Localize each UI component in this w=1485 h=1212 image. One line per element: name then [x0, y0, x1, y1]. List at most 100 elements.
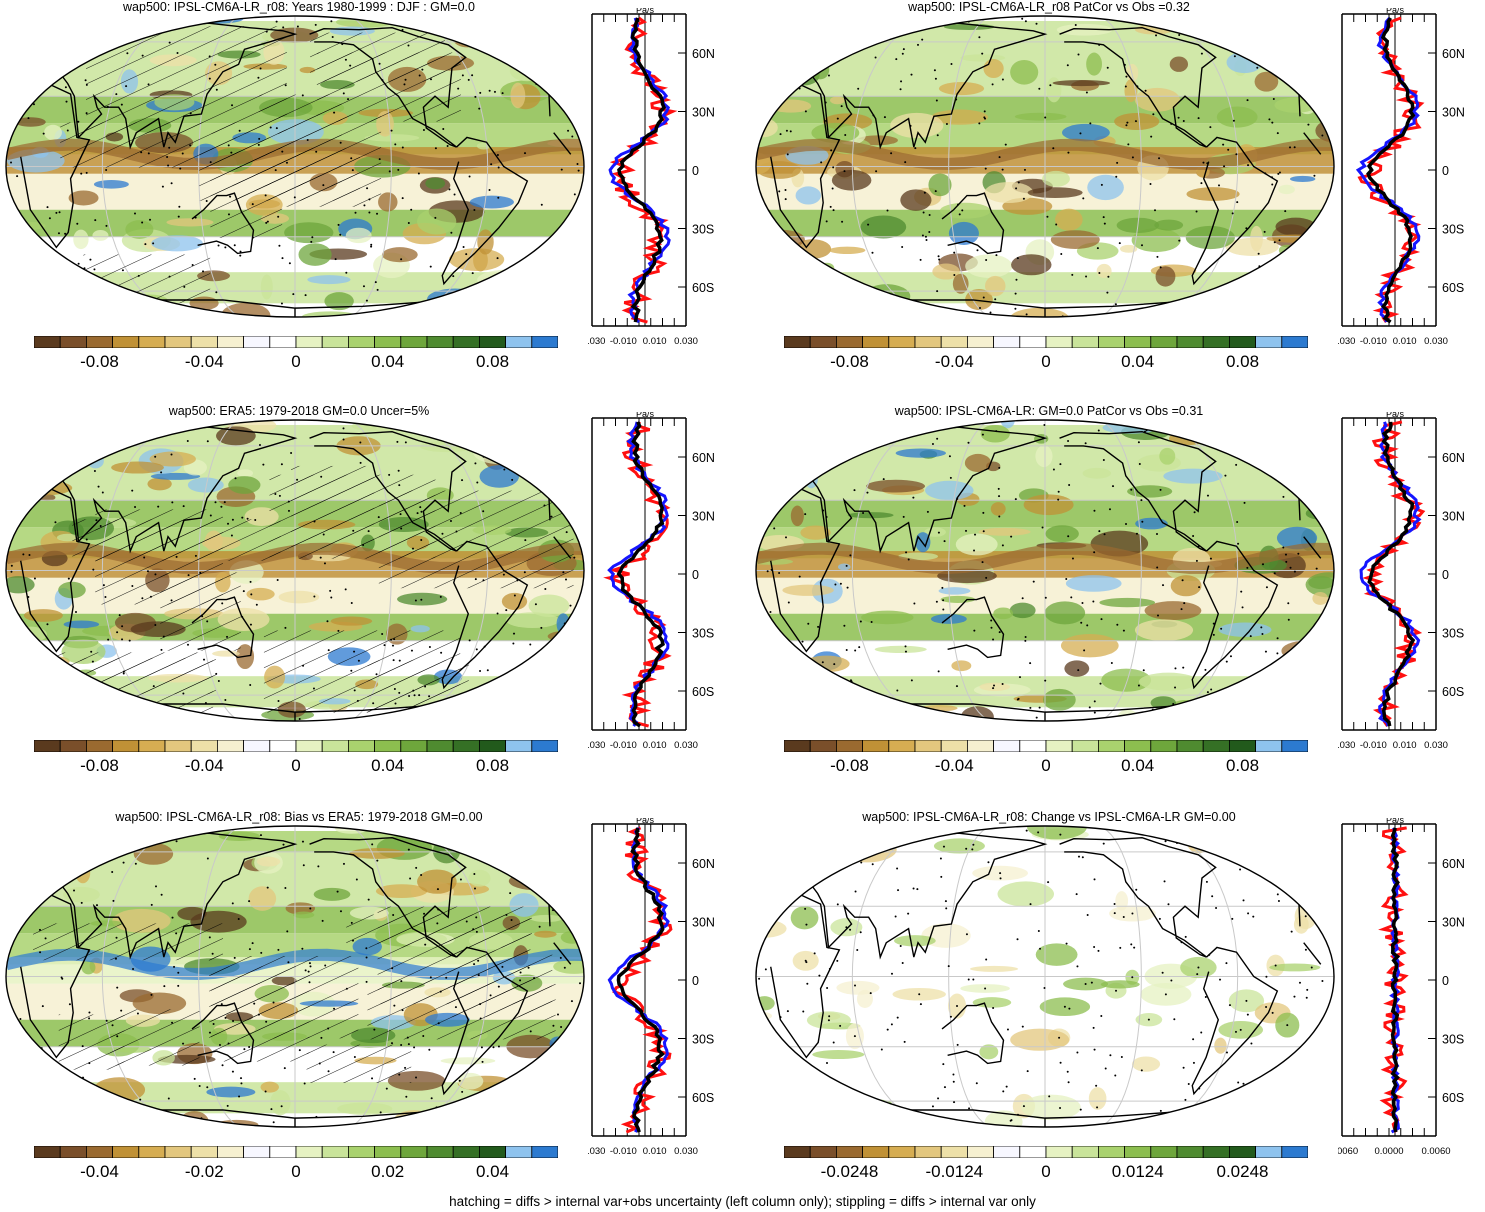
- stipple-dot: [475, 648, 478, 651]
- stipple-dot: [890, 972, 893, 975]
- stipple-dot: [275, 20, 278, 23]
- stipple-dot: [1280, 424, 1283, 427]
- field-blob: [521, 258, 571, 265]
- field-blob: [111, 461, 164, 474]
- stipple-dot: [832, 1041, 835, 1044]
- stipple-dot: [366, 187, 369, 190]
- stipple-dot: [224, 698, 227, 701]
- stipple-dot: [827, 1019, 830, 1022]
- stipple-dot: [327, 649, 330, 652]
- stipple-dot: [193, 1077, 196, 1080]
- stipple-dot: [322, 184, 325, 187]
- stipple-dot: [817, 23, 820, 26]
- stipple-dot: [208, 1031, 211, 1034]
- stipple-dot: [1150, 135, 1153, 138]
- colorbar-cell: [1255, 740, 1283, 752]
- stipple-dot: [1209, 557, 1212, 560]
- stipple-dot: [1131, 156, 1134, 159]
- stipple-dot: [258, 137, 261, 140]
- stipple-dot: [1193, 433, 1196, 436]
- colorbar-tick-label: -0.04: [934, 756, 974, 775]
- world-map: [755, 15, 1335, 318]
- stipple-dot: [457, 87, 460, 90]
- stipple-dot: [1315, 1033, 1318, 1036]
- map-outline: [5, 825, 585, 1128]
- colorbar-cell: [531, 740, 558, 752]
- field-blob: [490, 280, 538, 291]
- stipple-dot: [886, 209, 889, 212]
- stipple-dot: [1204, 1104, 1207, 1107]
- stipple-dot: [1159, 488, 1162, 491]
- stipple-dot: [548, 490, 551, 493]
- stipple-dot: [342, 427, 345, 430]
- stipple-dot: [309, 907, 312, 910]
- stipple-dot: [239, 250, 242, 253]
- stipple-dot: [46, 623, 49, 626]
- field-blob: [206, 1086, 256, 1098]
- stipple-dot: [473, 873, 476, 876]
- stipple-dot: [251, 203, 254, 206]
- colorbar-tick-label: -0.04: [184, 756, 224, 775]
- stipple-dot: [1044, 116, 1047, 119]
- stipple-dot: [450, 231, 453, 234]
- stipple-dot: [407, 1043, 410, 1046]
- stipple-dot: [1116, 826, 1119, 827]
- panel-title: wap500: ERA5: 1979-2018 GM=0.0 Uncer=5%: [168, 404, 430, 418]
- stipple-dot: [527, 966, 530, 969]
- stipple-dot: [1250, 1042, 1253, 1045]
- stipple-dot: [1271, 1011, 1274, 1014]
- stipple-dot: [857, 87, 860, 90]
- stipple-dot: [1178, 33, 1181, 36]
- stipple-dot: [376, 859, 379, 862]
- stipple-dot: [1182, 666, 1185, 669]
- stipple-dot: [928, 231, 931, 234]
- field-blob: [1062, 123, 1110, 142]
- stipple-dot: [230, 826, 233, 829]
- colorbar-tick-label: -0.08: [80, 352, 119, 371]
- stipple-dot: [848, 294, 851, 297]
- stipple-dot: [521, 66, 524, 69]
- stipple-dot: [563, 966, 566, 969]
- stipple-dot: [459, 878, 462, 881]
- stipple-dot: [934, 190, 937, 193]
- field-blob: [931, 109, 989, 125]
- profile-x-label: 0.030: [674, 1146, 698, 1157]
- stipple-dot: [573, 681, 576, 684]
- stipple-dot: [375, 673, 378, 676]
- stipple-dot: [238, 129, 241, 132]
- field-blob: [1308, 576, 1334, 590]
- stipple-dot: [1016, 1113, 1019, 1116]
- stipple-dot: [1065, 578, 1068, 581]
- field-blob: [30, 272, 58, 279]
- stipple-dot: [1023, 168, 1026, 171]
- stipple-dot: [824, 101, 827, 104]
- stipple-dot: [1331, 1117, 1334, 1120]
- stipple-dot: [374, 281, 377, 284]
- stipple-dot: [429, 976, 432, 979]
- stipple-dot: [214, 63, 217, 66]
- stipple-dot: [937, 255, 940, 258]
- field-blob: [756, 639, 779, 658]
- stipple-dot: [970, 315, 973, 317]
- stipple-dot: [65, 100, 68, 103]
- stipple-dot: [67, 293, 70, 296]
- stipple-dot: [916, 43, 919, 46]
- field-blob: [782, 584, 834, 596]
- stipple-dot: [776, 1070, 779, 1073]
- stipple-dot: [1237, 1081, 1240, 1084]
- colorbar-cell: [86, 1146, 114, 1158]
- colorbar-cell: [374, 336, 402, 348]
- stipple-dot: [6, 629, 7, 632]
- stipple-dot: [943, 540, 946, 543]
- stipple-dot: [1018, 676, 1021, 679]
- stipple-dot: [790, 462, 793, 465]
- stipple-dot: [773, 527, 776, 530]
- stipple-dot: [502, 573, 505, 576]
- world-map: [755, 825, 1335, 1128]
- colorbar-cell: [426, 336, 454, 348]
- stipple-dot: [472, 928, 475, 931]
- stipple-dot: [1104, 1067, 1107, 1070]
- field-blob: [81, 960, 96, 975]
- colorbar-cell: [321, 1146, 349, 1158]
- stipple-dot: [519, 971, 522, 974]
